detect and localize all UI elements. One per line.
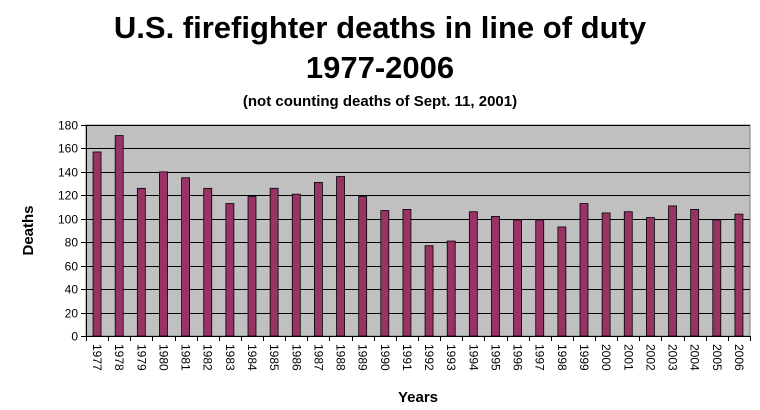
x-tick-label: 1990 (378, 344, 392, 371)
x-tick-label: 1978 (112, 344, 126, 371)
x-tick-label: 1983 (223, 344, 237, 371)
bar-1980 (159, 171, 168, 337)
x-tick-label: 2001 (621, 344, 635, 371)
x-tick-label: 2000 (599, 344, 613, 371)
bar-1977 (92, 151, 102, 337)
x-axis-label: Years (398, 389, 438, 406)
x-tick-label: 1987 (311, 344, 325, 371)
bar-2002 (646, 217, 655, 337)
bar-1981 (181, 177, 191, 337)
x-tick-label: 2004 (688, 344, 702, 371)
bar-1984 (247, 196, 257, 337)
y-tick-label: 160 (58, 142, 78, 156)
x-tick-label: 2002 (643, 344, 657, 371)
x-tick-label: 1997 (533, 344, 547, 371)
bar-1979 (136, 187, 146, 337)
bar-1998 (557, 226, 567, 337)
x-tick-label: 1999 (577, 344, 591, 371)
x-tick-label: 1995 (488, 344, 502, 371)
bar-2000 (601, 212, 611, 337)
x-tick-label: 1989 (356, 344, 370, 371)
x-tick-label: 1982 (201, 344, 215, 371)
x-tick-label: 1984 (245, 344, 259, 371)
bar-1993 (446, 240, 456, 337)
bar-1997 (535, 219, 545, 337)
chart-subtitle: (not counting deaths of Sept. 11, 2001) (242, 93, 518, 110)
y-tick-label: 0 (71, 330, 78, 344)
y-tick-label: 60 (65, 260, 79, 274)
x-tick-label: 1981 (179, 344, 193, 371)
y-axis-label: Deaths (20, 205, 37, 255)
y-tick-label: 80 (65, 236, 79, 250)
bar-2004 (690, 208, 700, 337)
bar-1991 (402, 208, 412, 337)
bar-1982 (203, 187, 213, 337)
bar-1986 (291, 193, 301, 337)
y-tick-label: 100 (58, 213, 78, 227)
gridlines (86, 125, 750, 314)
x-tick-label: 2005 (710, 344, 724, 371)
bar-1987 (313, 182, 323, 337)
y-tick-label: 120 (58, 189, 78, 203)
bar-1983 (225, 203, 235, 337)
x-tick-label: 2003 (666, 344, 680, 371)
bar-1988 (336, 176, 345, 337)
x-tick-label: 1993 (444, 344, 458, 371)
x-tick-label: 1979 (134, 344, 148, 371)
bar-2006 (734, 213, 744, 337)
x-tick-label: 1992 (422, 344, 436, 371)
bars (92, 135, 744, 337)
x-tick-label: 1996 (511, 344, 525, 371)
bar-1996 (513, 219, 522, 337)
bar-1992 (424, 245, 434, 337)
y-axis-ticks: 0 20 40 60 80 100 120 140 160 180 (58, 119, 86, 344)
x-tick-label: 1980 (156, 344, 170, 371)
x-tick-label: 1977 (90, 344, 104, 371)
bar-1994 (468, 211, 478, 337)
x-axis-ticks: 1977 1978 1979 1980 1981 1982 1983 1984 1985 1986… (86, 336, 751, 371)
bar-2005 (712, 219, 722, 337)
x-tick-label: 1991 (400, 344, 414, 371)
chart-title-line-2: 1977-2006 (305, 50, 455, 85)
x-tick-label: 1998 (555, 344, 569, 371)
plot-area (85, 124, 751, 337)
bar-1989 (358, 196, 368, 337)
x-tick-label: 1985 (267, 344, 281, 371)
bar-1995 (491, 216, 500, 337)
bar-1990 (380, 210, 390, 337)
y-tick-label: 140 (58, 166, 78, 180)
y-tick-label: 180 (58, 119, 78, 133)
bar-1985 (269, 187, 279, 337)
chart-title-line-1: U.S. firefighter deaths in line of duty (113, 10, 647, 45)
x-tick-label: 2006 (732, 344, 746, 371)
x-tick-label: 1986 (289, 344, 303, 371)
y-tick-label: 40 (65, 283, 79, 297)
x-tick-label: 1988 (334, 344, 348, 371)
y-tick-label: 20 (65, 307, 79, 321)
bar-2001 (623, 211, 633, 337)
bar-2003 (668, 205, 677, 337)
bar-1999 (579, 203, 589, 337)
x-tick-label: 1994 (466, 344, 480, 371)
bar-1978 (114, 135, 124, 337)
